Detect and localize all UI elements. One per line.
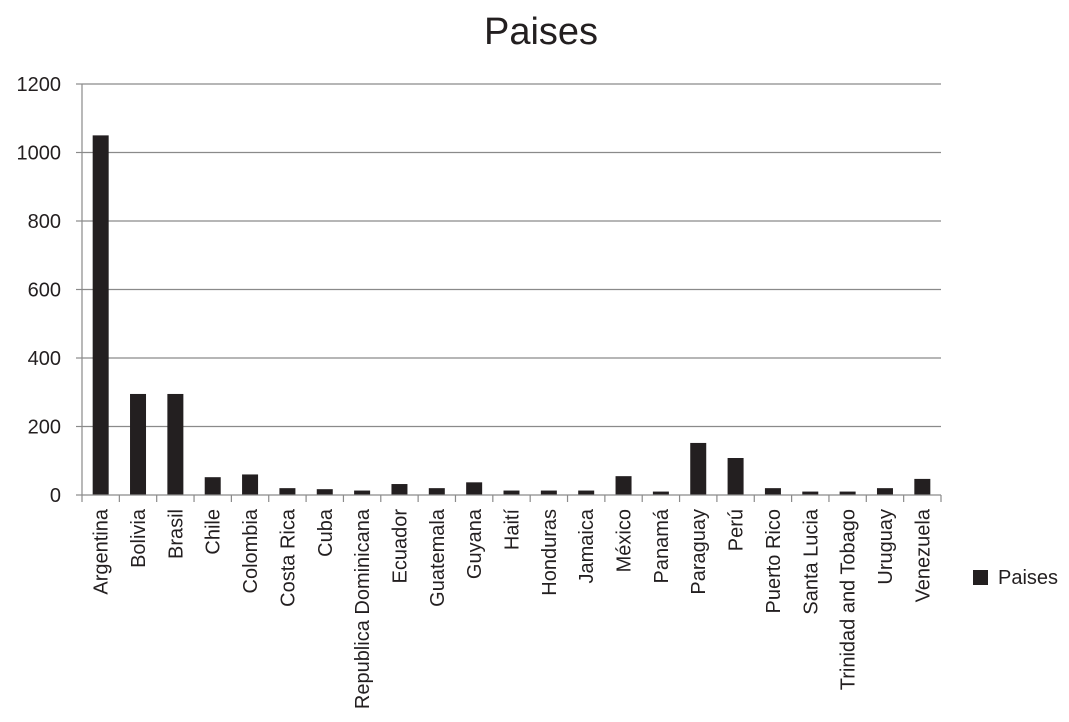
chart-title: Paises xyxy=(484,11,598,53)
x-tick-label: Guatemala xyxy=(427,508,449,607)
y-tick-label: 600 xyxy=(28,280,61,302)
y-tick-label: 800 xyxy=(28,211,61,233)
x-tick-label: Guyana xyxy=(464,508,486,579)
x-tick-label: México xyxy=(614,509,636,572)
bar-uruguay xyxy=(876,488,893,495)
gridlines xyxy=(82,83,941,428)
x-tick-label: Perú xyxy=(726,509,748,551)
x-tick-label: Cuba xyxy=(315,508,337,557)
x-tick-label: Republica Dominicana xyxy=(352,508,374,709)
legend: Paises xyxy=(973,567,1058,589)
x-tick-label: Paraguay xyxy=(688,509,710,595)
y-tick-label: 200 xyxy=(28,417,61,439)
bar-hait- xyxy=(503,490,520,495)
bar-brasil xyxy=(167,393,184,495)
y-tick-label: 0 xyxy=(50,485,61,507)
x-tick-label: Trinidad and Tobago xyxy=(838,509,860,690)
bars xyxy=(92,135,931,495)
x-tick-label: Argentina xyxy=(91,508,113,594)
legend-label: Paises xyxy=(998,567,1058,589)
x-tick-label: Brasil xyxy=(165,509,187,559)
bar-santa-lucia xyxy=(802,491,819,495)
bar-chile xyxy=(204,477,221,495)
bar-trinidad-and-tobago xyxy=(839,491,856,495)
bar-guyana xyxy=(466,482,483,495)
bar-argentina xyxy=(92,135,109,495)
bar-colombia xyxy=(242,474,259,495)
bar-republica-dominicana xyxy=(354,490,371,495)
bar-jamaica xyxy=(578,490,595,495)
x-tick-label: Jamaica xyxy=(576,508,598,583)
bar-bolivia xyxy=(130,393,147,495)
bar-puerto-rico xyxy=(764,488,781,495)
x-tick-label: Honduras xyxy=(539,509,561,596)
x-axis-tick-labels: Argentina Bolivia Brasil Chile Colombia Costa… xyxy=(91,508,935,709)
y-axis-tick-labels: 0 200 400 600 800 1000 1200 xyxy=(17,74,62,507)
y-tick-label: 400 xyxy=(28,348,61,370)
x-tick-label: Costa Rica xyxy=(277,508,299,607)
x-tick-label: Haití xyxy=(502,509,524,551)
bar-honduras xyxy=(540,490,557,495)
x-tick-label: Puerto Rico xyxy=(763,509,785,614)
bar-m-xico xyxy=(615,476,632,495)
y-tick-label: 1200 xyxy=(17,74,62,96)
bar-ecuador xyxy=(391,484,408,495)
bar-venezuela xyxy=(914,478,931,495)
x-tick-label: Bolivia xyxy=(128,508,150,568)
bar-per- xyxy=(727,458,744,495)
bar-guatemala xyxy=(428,488,445,495)
bar-panam- xyxy=(652,491,669,495)
bar-cuba xyxy=(316,489,333,495)
x-tick-label: Colombia xyxy=(240,508,262,593)
y-tick-label: 1000 xyxy=(17,143,62,165)
x-tick-label: Chile xyxy=(203,509,225,555)
legend-swatch xyxy=(973,570,988,585)
x-tick-label: Venezuela xyxy=(912,508,934,602)
x-tick-label: Santa Lucia xyxy=(800,508,822,615)
bar-costa-rica xyxy=(279,488,296,495)
x-tick-label: Panamá xyxy=(651,508,673,583)
bar-paraguay xyxy=(690,442,707,495)
x-tick-label: Ecuador xyxy=(389,509,411,584)
axes xyxy=(76,83,942,502)
x-tick-label: Uruguay xyxy=(875,509,897,585)
